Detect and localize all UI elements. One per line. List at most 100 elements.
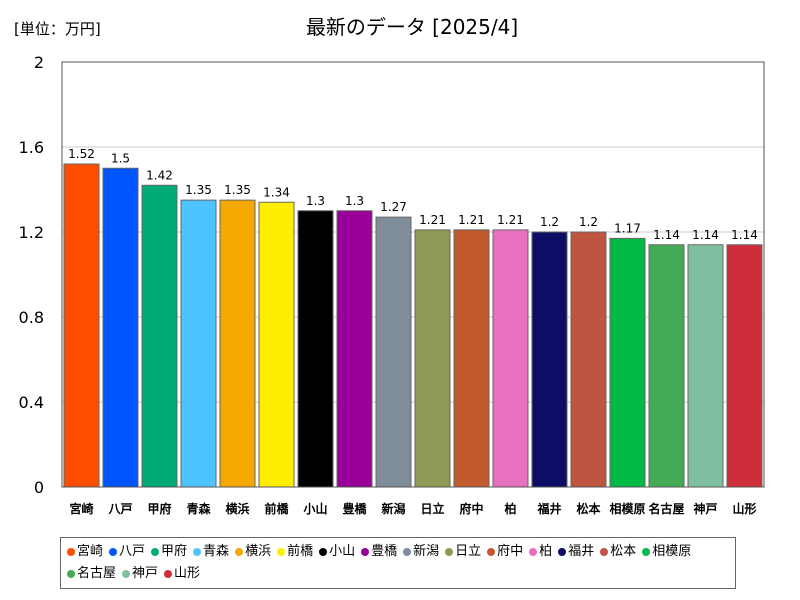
legend-label: 松本 (610, 544, 637, 559)
legend-item: 柏 (529, 541, 552, 563)
legend-item: 八戸 (109, 541, 145, 563)
data-label: 1.21 (419, 213, 446, 227)
legend-item: 青森 (193, 541, 229, 563)
legend-item: 神戸 (122, 563, 158, 585)
x-tick-label: 青森 (186, 501, 211, 516)
legend-item: 日立 (445, 541, 481, 563)
legend-item: 府中 (487, 541, 523, 563)
bar (375, 216, 412, 488)
legend-marker (487, 548, 496, 556)
legend-marker (67, 548, 75, 556)
data-label: 1.14 (731, 228, 758, 242)
legend-label: 福井 (568, 544, 595, 559)
legend-marker (642, 548, 651, 556)
bar (453, 229, 490, 488)
data-label: 1.27 (380, 200, 407, 214)
data-label: 1.34 (263, 185, 290, 199)
legend-label: 横浜 (245, 544, 272, 559)
legend-marker (164, 570, 173, 578)
legend-item: 松本 (600, 541, 636, 563)
legend-marker (445, 548, 454, 556)
legend-label: 甲府 (161, 544, 188, 559)
legend-item: 名古屋 (67, 563, 116, 585)
data-label: 1.35 (185, 183, 212, 197)
y-tick-label: 2 (34, 53, 44, 72)
bar (414, 229, 451, 488)
x-tick-label: 八戸 (107, 502, 132, 516)
x-tick-label: 前橋 (264, 501, 289, 516)
bar (63, 163, 100, 488)
legend-marker (193, 548, 202, 556)
bars (63, 163, 763, 488)
x-tick-label: 甲府 (147, 501, 171, 516)
chart-title: 最新のデータ [2025/4] (306, 15, 518, 39)
x-tick-label: 横浜 (225, 501, 249, 516)
bar (726, 244, 763, 488)
data-label: 1.2 (579, 215, 598, 229)
legend-label: 山形 (174, 566, 201, 581)
x-tick-label: 松本 (576, 501, 600, 516)
y-tick-label: 1.6 (19, 138, 44, 157)
data-label: 1.3 (345, 194, 364, 208)
legend-marker (403, 548, 412, 556)
unit-label: [単位：万円] (14, 20, 101, 38)
x-tick-label: 山形 (732, 501, 756, 516)
legend-label: 宮崎 (77, 544, 104, 559)
bar (336, 210, 373, 488)
data-label: 1.2 (540, 215, 559, 229)
legend-label: 柏 (539, 544, 553, 559)
data-label: 1.42 (146, 168, 173, 182)
legend-item: 宮崎 (67, 541, 103, 563)
legend-item: 福井 (558, 541, 594, 563)
legend-label: 名古屋 (77, 566, 117, 581)
data-label: 1.21 (497, 213, 524, 227)
x-tick-label: 小山 (303, 501, 327, 516)
x-tick-label: 新潟 (381, 501, 405, 516)
legend-marker (122, 570, 131, 578)
legend: 宮崎 八戸 甲府 青森 横浜 前橋 小山 豊橋 新潟 日立 府中柏福井 松本 相模原名古屋 神戸 山形 (60, 537, 736, 589)
y-tick-label: 0 (34, 478, 44, 497)
bar (297, 210, 334, 488)
legend-item: 新潟 (403, 541, 439, 563)
legend-label: 府中 (497, 544, 524, 559)
legend-item: 小山 (319, 541, 355, 563)
bar (258, 201, 295, 488)
bar (492, 229, 529, 488)
bar (180, 199, 217, 488)
x-tick-label: 福井 (536, 501, 561, 516)
legend-item: 甲府 (151, 541, 187, 563)
legend-marker (67, 570, 75, 578)
data-label: 1.5 (111, 151, 130, 165)
legend-marker (529, 548, 538, 556)
x-axis-ticks: 宮崎 八戸 甲府 青森 横浜 前橋 小山 豊橋 新潟 日立 府中 柏 福井 松本 相模原 名古屋 神戸 山形 (69, 501, 756, 516)
legend-label: 相模原 (652, 544, 692, 559)
legend-item: 前橋 (277, 541, 313, 563)
y-tick-label: 0.4 (19, 393, 44, 412)
x-tick-label: 府中 (459, 501, 483, 516)
x-tick-label: 豊橋 (342, 501, 367, 516)
legend-item: 豊橋 (361, 541, 397, 563)
legend-item: 相模原 (642, 541, 691, 563)
legend-marker (361, 548, 370, 556)
x-tick-label: 宮崎 (69, 501, 93, 516)
legend-marker (277, 548, 286, 556)
x-tick-label: 神戸 (693, 501, 717, 516)
bar (531, 231, 568, 488)
legend-marker (600, 548, 609, 556)
legend-marker (558, 548, 567, 556)
x-tick-label: 名古屋 (648, 501, 684, 516)
data-label: 1.35 (224, 183, 251, 197)
data-label: 1.17 (614, 221, 641, 235)
data-label: 1.14 (692, 228, 719, 242)
bar (219, 199, 256, 488)
x-tick-label: 日立 (420, 501, 444, 516)
bar (687, 244, 724, 488)
x-tick-label: 柏 (504, 501, 516, 516)
legend-label: 八戸 (119, 544, 146, 559)
data-label: 1.3 (306, 194, 325, 208)
legend-marker (235, 548, 244, 556)
bar (102, 167, 139, 488)
legend-label: 小山 (329, 544, 356, 559)
y-tick-label: 0.8 (19, 308, 44, 327)
legend-item: 山形 (164, 563, 200, 585)
